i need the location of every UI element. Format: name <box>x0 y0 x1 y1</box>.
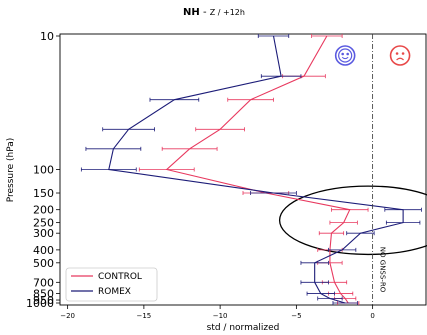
highlight-ellipse <box>278 185 427 256</box>
vline-label: NO GNSS-RO <box>379 247 387 293</box>
title-region: NH <box>183 7 200 18</box>
x-axis-label: std / normalized <box>207 323 280 333</box>
y-tick-label: 850 <box>33 288 54 301</box>
face-inner-ring <box>338 48 353 63</box>
y-tick-label: 950 <box>33 294 54 307</box>
happy-face-icon <box>334 45 356 66</box>
face-mouth <box>396 57 404 61</box>
title-variable: Z / +12h <box>210 8 245 17</box>
y-axis-label: Pressure (hPa) <box>6 138 16 203</box>
y-tick-label: 400 <box>33 244 54 257</box>
face-mouth <box>341 56 349 60</box>
y-tick-label: 300 <box>33 227 54 240</box>
face-eye <box>341 52 344 56</box>
face-eye <box>346 52 349 56</box>
face-outline <box>334 45 356 66</box>
y-tick-label: 100 <box>33 164 54 177</box>
x-tick-label: −10 <box>213 312 228 320</box>
y-tick-label: 200 <box>33 204 54 217</box>
title-separator: - <box>200 7 210 18</box>
face-eye <box>401 52 405 55</box>
y-tick-label: 10 <box>40 30 54 43</box>
chart-title: NH - Z / +12h <box>183 7 245 18</box>
x-tick-label: −5 <box>291 312 301 320</box>
y-tick-label: 700 <box>33 276 54 289</box>
sad-face-icon <box>389 45 411 66</box>
face-outline <box>389 45 411 66</box>
y-tick-label: 250 <box>33 217 54 230</box>
highlight-ellipse-layer <box>278 185 427 256</box>
series-line <box>108 35 404 304</box>
y-tick-label: 500 <box>33 257 54 270</box>
y-tick-label: 150 <box>33 187 54 200</box>
legend-label-control: CONTROL <box>98 272 142 282</box>
x-tick-label: −20 <box>60 312 75 320</box>
y-tick-label: 1000 <box>26 297 54 310</box>
legend: CONTROL ROMEX <box>65 267 158 302</box>
face-layer <box>334 45 411 66</box>
x-tick-label: −15 <box>136 312 151 320</box>
face-eye <box>395 52 399 55</box>
series-line <box>165 35 351 304</box>
series-layer <box>80 34 422 305</box>
x-tick-label: 0 <box>370 312 374 320</box>
legend-label-romex: ROMEX <box>98 287 131 297</box>
